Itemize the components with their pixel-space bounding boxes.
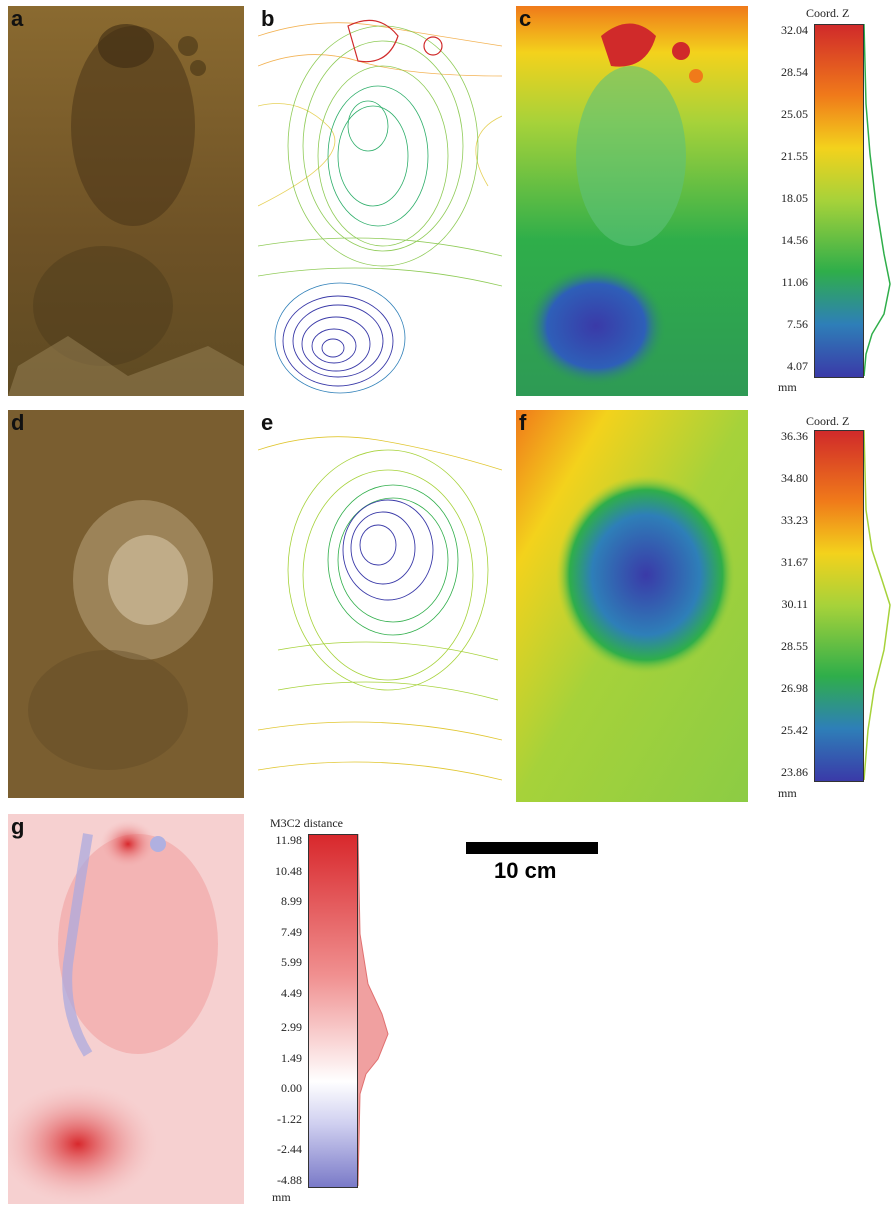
- panel-b-contours: b: [258, 6, 502, 396]
- colorbar-top-tick: 14.56: [781, 233, 808, 247]
- colorbar-top: [814, 24, 864, 378]
- colorbar-bottom: [308, 834, 358, 1188]
- colorbar-top-tick: 11.06: [781, 275, 808, 289]
- panel-c-elevation: c: [516, 6, 748, 396]
- panel-d-photo: d: [8, 410, 244, 798]
- colorbar-mid-tick: 28.55: [781, 639, 808, 653]
- panel-label-c: c: [519, 6, 532, 31]
- colorbar-bottom-tick: -1.22: [277, 1111, 302, 1126]
- panel-label-f: f: [519, 410, 527, 435]
- panel-label-b: b: [261, 6, 275, 31]
- colorbar-top-tick: 21.55: [781, 149, 808, 163]
- panel-label-a: a: [11, 6, 24, 31]
- colorbar-top-tick: 18.05: [781, 191, 808, 205]
- colorbar-mid: [814, 430, 864, 782]
- colorbar-bottom-tick: 4.49: [281, 986, 302, 1000]
- scale-bar-label: 10 cm: [494, 858, 557, 883]
- colorbar-bottom-title: M3C2 distance: [270, 816, 343, 830]
- histogram-top: [864, 24, 891, 376]
- panel-e-contours: e: [258, 410, 502, 798]
- panel-label-e: e: [261, 410, 274, 435]
- histogram-bottom: [358, 834, 389, 1186]
- colorbar-top-tick: 7.56: [787, 317, 808, 331]
- colorbar-mid-tick: 36.36: [781, 429, 808, 443]
- colorbar-top-tick: 25.05: [781, 107, 808, 121]
- colorbar-top-tick: 28.54: [781, 65, 808, 79]
- colorbar-mid-tick: 25.42: [781, 723, 808, 737]
- colorbar-bottom-tick: 2.99: [281, 1020, 302, 1034]
- colorbar-mid-tick: 31.67: [781, 555, 808, 569]
- panel-label-g: g: [11, 814, 25, 839]
- colorbar-mid-tick: 30.11: [781, 597, 808, 611]
- colorbar-bottom-tick: 0.00: [281, 1081, 302, 1096]
- colorbar-bottom-tick: 10.48: [275, 863, 302, 878]
- colorbar-bottom-tick: -4.88: [277, 1173, 302, 1187]
- colorbar-top-tick: 32.04: [781, 23, 808, 37]
- colorbar-mid-tick: 26.98: [781, 681, 808, 695]
- colorbar-mid-tick: 33.23: [781, 513, 808, 527]
- colorbar-mid-tick: 34.80: [781, 471, 808, 485]
- colorbar-bottom-tick: 1.49: [281, 1050, 302, 1065]
- panel-f-elevation: f: [516, 410, 748, 802]
- scale-bar: [466, 842, 598, 854]
- panel-label-d: d: [11, 410, 25, 435]
- colorbar-bottom-tick: 5.99: [281, 955, 302, 970]
- colorbar-top-tick: 4.07: [787, 359, 808, 373]
- colorbar-mid-tick: 23.86: [781, 765, 808, 779]
- colorbar-bottom-unit: mm: [272, 1190, 291, 1204]
- colorbar-top-unit: mm: [778, 380, 797, 394]
- histogram-mid: [864, 430, 891, 780]
- colorbar-mid-title: Coord. Z: [806, 414, 850, 428]
- colorbar-bottom-tick: 11.98: [275, 833, 302, 847]
- colorbar-mid-unit: mm: [778, 786, 797, 800]
- colorbar-bottom-tick: -2.44: [277, 1142, 302, 1157]
- panel-g-m3c2: g: [8, 814, 244, 1204]
- colorbar-bottom-tick: 7.49: [281, 924, 302, 939]
- colorbar-top-title: Coord. Z: [806, 6, 850, 20]
- colorbar-bottom-tick: 8.99: [281, 894, 302, 909]
- panel-a-photo: a: [8, 6, 244, 396]
